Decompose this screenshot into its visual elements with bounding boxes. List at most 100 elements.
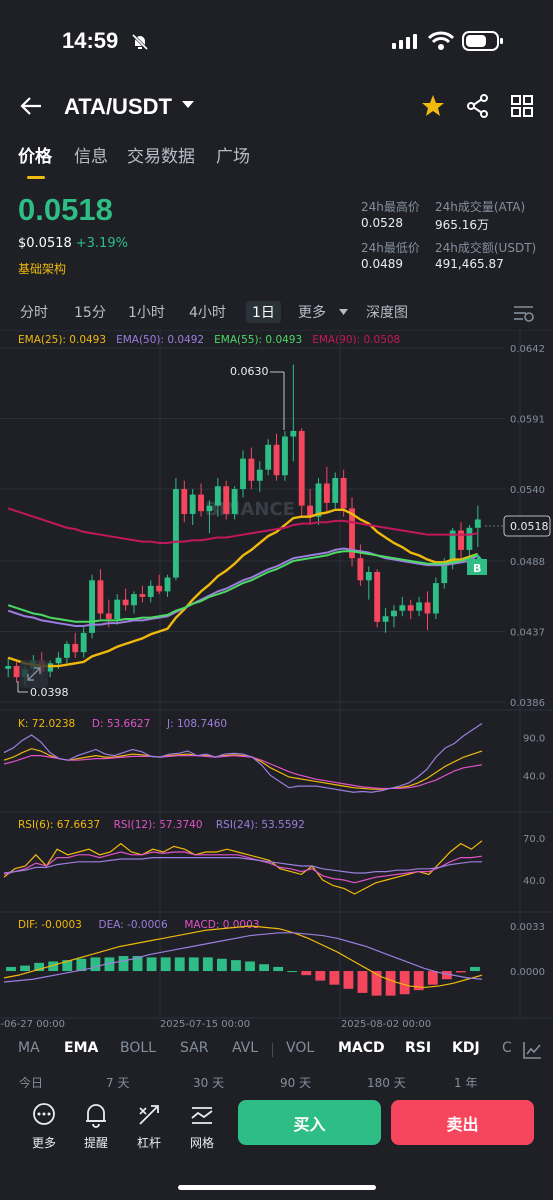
candle-body (256, 469, 263, 481)
candle-body (298, 430, 305, 506)
candle-body (139, 594, 146, 597)
interval-1h[interactable]: 1小时 (128, 305, 165, 321)
tool-alert[interactable]: 提醒 (74, 1100, 118, 1150)
interval-timeline[interactable]: 分时 (20, 305, 48, 321)
interval-4h[interactable]: 4小时 (189, 305, 226, 321)
candle-body (424, 602, 431, 614)
wifi-icon (428, 31, 454, 50)
indicator-boll[interactable]: BOLL (120, 1040, 156, 1056)
grid-bot-icon[interactable] (180, 1100, 224, 1130)
tab-trade-data[interactable]: 交易数据 (127, 147, 195, 167)
rsi-axis-label: 40.0 (523, 876, 545, 887)
range-1y[interactable]: 1 年 (454, 1076, 478, 1090)
indicator-ma[interactable]: MA (18, 1040, 40, 1056)
expand-icon[interactable] (27, 667, 41, 681)
share-icon[interactable] (466, 94, 490, 118)
dea-line (3, 932, 483, 983)
candle-body (432, 583, 439, 614)
chevron-down-icon[interactable] (182, 101, 194, 109)
tab-square[interactable]: 广场 (216, 147, 250, 167)
candle-body (72, 643, 79, 653)
tab-underline (27, 176, 45, 179)
battery-icon (462, 31, 503, 51)
layout-grid-icon[interactable] (510, 94, 534, 118)
candle-body (474, 519, 481, 528)
macd-bar (48, 961, 59, 972)
indicator-macd[interactable]: MACD (338, 1040, 385, 1056)
macd-bar (245, 961, 255, 972)
chart-grid (0, 330, 553, 1019)
indicator-sar[interactable]: SAR (180, 1040, 209, 1056)
usd-price-value: $0.0518 (18, 236, 72, 251)
rsi12-label: RSI(12): 57.3740 (113, 819, 203, 831)
indicator-rsi[interactable]: RSI (405, 1040, 432, 1056)
macd-bar (470, 966, 480, 972)
candle-body (416, 602, 423, 611)
macd-bar (343, 971, 354, 989)
range-today[interactable]: 今日 (19, 1076, 44, 1090)
price-axis-label: 0.0488 (510, 557, 545, 568)
tool-grid[interactable]: 网格 (180, 1100, 224, 1150)
status-time: 14:59 (62, 28, 119, 53)
tool-more[interactable]: 更多 (22, 1100, 66, 1150)
candle-body (13, 666, 20, 678)
rsi-line-2 (3, 856, 482, 874)
candle-body (441, 563, 448, 584)
sector-tag[interactable]: 基础架构 (18, 262, 67, 276)
tool-leverage[interactable]: 杠杆 (127, 1100, 171, 1150)
candle-body (181, 489, 188, 514)
interval-depth[interactable]: 深度图 (366, 305, 408, 321)
ema90-label: EMA(90): 0.0508 (312, 334, 401, 346)
last-price: 0.0518 (18, 192, 113, 227)
macd-bar (20, 965, 31, 972)
star-icon[interactable] (421, 94, 445, 118)
interval-more[interactable]: 更多 (298, 305, 326, 321)
indicator-avl[interactable]: AVL (232, 1040, 259, 1056)
candle-body (307, 505, 314, 517)
buy-marker-badge[interactable] (467, 553, 487, 575)
indicator-c[interactable]: C (502, 1040, 512, 1056)
candle-body (449, 530, 456, 564)
macd-bar (188, 957, 199, 972)
buy-button[interactable]: 买入 (238, 1100, 381, 1145)
candle-body (458, 530, 464, 550)
candle-body (399, 605, 406, 611)
macd-bar (385, 971, 396, 996)
range-row: 今日 7 天 30 天 90 天 180 天 1 年 (0, 1074, 553, 1094)
macd-bar (202, 957, 213, 972)
header: ATA/USDT (0, 88, 553, 128)
chart-settings-icon[interactable] (513, 303, 535, 323)
rsi24-label: RSI(24): 53.5592 (215, 819, 305, 831)
interval-1d[interactable]: 1日 (246, 301, 281, 323)
tab-info[interactable]: 信息 (74, 147, 108, 167)
range-7d[interactable]: 7 天 (106, 1076, 130, 1090)
more-icon[interactable] (22, 1100, 66, 1130)
candle-body (349, 508, 355, 559)
range-180d[interactable]: 180 天 (367, 1076, 406, 1090)
trading-pair-title[interactable]: ATA/USDT (64, 94, 172, 119)
macd-bar (90, 957, 101, 972)
more-chevron-icon[interactable] (339, 309, 348, 315)
sell-button[interactable]: 卖出 (391, 1100, 534, 1145)
indicator-ema[interactable]: EMA (64, 1040, 99, 1056)
macd-label: MACD: 0.0003 (184, 919, 260, 931)
candle-body (172, 489, 179, 578)
range-90d[interactable]: 90 天 (280, 1076, 312, 1090)
range-30d[interactable]: 30 天 (193, 1076, 225, 1090)
indicator-vol[interactable]: VOL (286, 1040, 315, 1056)
interval-15m[interactable]: 15分 (74, 305, 106, 321)
high-label: 24h最高价 (361, 200, 420, 214)
tab-price[interactable]: 价格 (18, 147, 52, 167)
leverage-icon[interactable] (127, 1100, 171, 1130)
candle-body (122, 599, 129, 606)
back-arrow-icon[interactable] (20, 96, 42, 116)
candles (5, 364, 481, 686)
candle-body (382, 616, 389, 622)
bell-icon[interactable] (74, 1100, 118, 1130)
indicator-kdj[interactable]: KDJ (452, 1040, 480, 1056)
rsi-lines (3, 840, 483, 895)
bell-off-icon (131, 33, 149, 51)
kline-chart[interactable]: BINANCE 0.06420.05910.05400.04880.04370.… (0, 330, 553, 1030)
indicator-chart-icon[interactable] (522, 1040, 542, 1060)
tool-grid-label: 网格 (189, 1136, 214, 1150)
